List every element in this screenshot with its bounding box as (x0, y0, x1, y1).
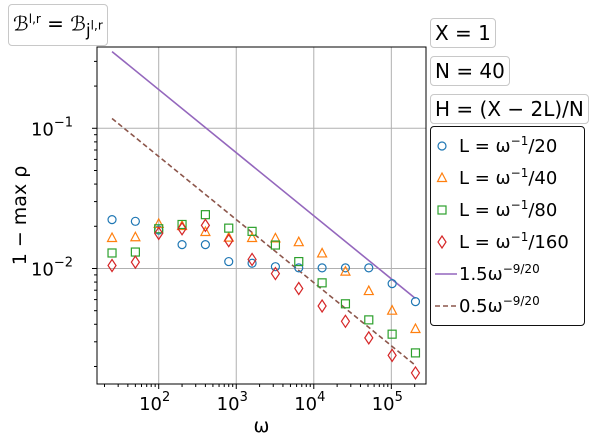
legend-marker-shape (436, 171, 448, 183)
point-circle (200, 240, 210, 250)
point-diamond (153, 226, 164, 241)
legend-marker (437, 234, 447, 250)
point-triangle (199, 225, 211, 237)
legend-marker (437, 141, 447, 151)
point-square (317, 278, 327, 288)
point-square (177, 219, 187, 230)
point-diamond (294, 281, 304, 296)
point-diamond (387, 348, 397, 363)
legend-label: 0.5ω−9/20 (459, 294, 540, 317)
y-tick-label: 10−2 (31, 255, 73, 280)
point-triangle (223, 231, 235, 242)
point-square (107, 248, 117, 258)
legend-item: 1.5ω−9/20 (431, 261, 584, 285)
legend-item: 0.5ω−9/20 (431, 293, 584, 317)
point-triangle (409, 322, 421, 334)
legend-label: L = ω−1/40 (459, 166, 558, 189)
point-diamond (107, 258, 117, 273)
point-square (387, 329, 397, 339)
point-diamond (270, 266, 281, 281)
data-markers (106, 210, 421, 380)
plot-frame (96, 46, 427, 385)
point-diamond (200, 218, 211, 233)
point-triangle (106, 231, 118, 243)
point-triangle (363, 284, 375, 296)
point-circle (317, 263, 327, 273)
point-circle (364, 263, 374, 273)
legend-label: L = ω−1/160 (459, 230, 569, 253)
point-diamond (364, 330, 374, 345)
point-triangle (339, 265, 351, 276)
reference-line-5 (111, 117, 416, 367)
point-diamond (130, 255, 141, 270)
x-tick-label: 103 (217, 390, 248, 415)
legend-item: L = ω−1/80 (431, 197, 584, 221)
param-box-n: N = 40 (430, 56, 510, 86)
legend-item: L = ω−1/20 (431, 133, 584, 157)
y-tick-label: 10−1 (31, 115, 73, 140)
legend-item: L = ω−1/160 (431, 229, 584, 253)
point-diamond (224, 233, 234, 248)
point-square (410, 348, 421, 358)
point-circle (387, 279, 397, 289)
legend-item: L = ω−1/40 (431, 165, 584, 189)
point-circle (107, 215, 117, 225)
legend-label: 1.5ω−9/20 (459, 262, 540, 285)
legend-marker-shape (437, 205, 447, 215)
point-square (364, 315, 374, 325)
point-triangle (246, 231, 258, 243)
point-square (154, 224, 164, 234)
point-circle (270, 262, 281, 272)
point-square (247, 226, 257, 236)
point-square (294, 256, 304, 267)
x-tick-label: 105 (372, 390, 403, 415)
point-triangle (316, 247, 328, 258)
legend-marker (437, 205, 447, 215)
reference-line-4 (111, 50, 416, 300)
x-tick-label: 104 (294, 390, 325, 415)
point-diamond (247, 252, 257, 267)
point-square (270, 240, 281, 250)
title-box: ℬl,r = ℬjl,r (8, 4, 108, 46)
point-circle (247, 258, 257, 268)
x-axis-label: ω (254, 415, 270, 437)
point-triangle (293, 235, 305, 247)
point-triangle (269, 232, 281, 243)
legend-marker (435, 273, 457, 275)
legend-label: L = ω−1/80 (459, 198, 558, 221)
point-circle (224, 256, 234, 267)
point-circle (130, 216, 140, 226)
reference-lines (111, 50, 416, 367)
legend-marker-shape (437, 141, 447, 151)
plot-area (97, 47, 426, 384)
point-circle (340, 263, 351, 273)
point-triangle (386, 304, 398, 315)
point-triangle (129, 230, 141, 242)
point-circle (294, 263, 304, 273)
legend-marker (435, 305, 457, 307)
point-diamond (177, 221, 187, 236)
point-circle (177, 240, 187, 250)
point-square (224, 223, 234, 233)
x-tick-label: 102 (139, 390, 170, 415)
legend-label: L = ω−1/20 (459, 134, 558, 157)
point-diamond (340, 314, 351, 329)
y-axis-label: 1 − max ρ (9, 166, 31, 266)
point-circle (410, 297, 421, 307)
point-diamond (410, 365, 421, 380)
param-box-x: X = 1 (430, 18, 496, 48)
point-square (340, 299, 351, 309)
param-box-h: H = (X − 2L)/N (430, 94, 589, 124)
legend-marker-shape (437, 234, 447, 250)
legend-marker (436, 171, 448, 183)
legend: L = ω−1/20 L = ω−1/40 L = ω−1/80 L = ω−1/16… (430, 126, 585, 326)
axis-ticks: 102 103 104 105 10−2 10−1 (31, 60, 416, 415)
point-diamond (317, 298, 327, 314)
